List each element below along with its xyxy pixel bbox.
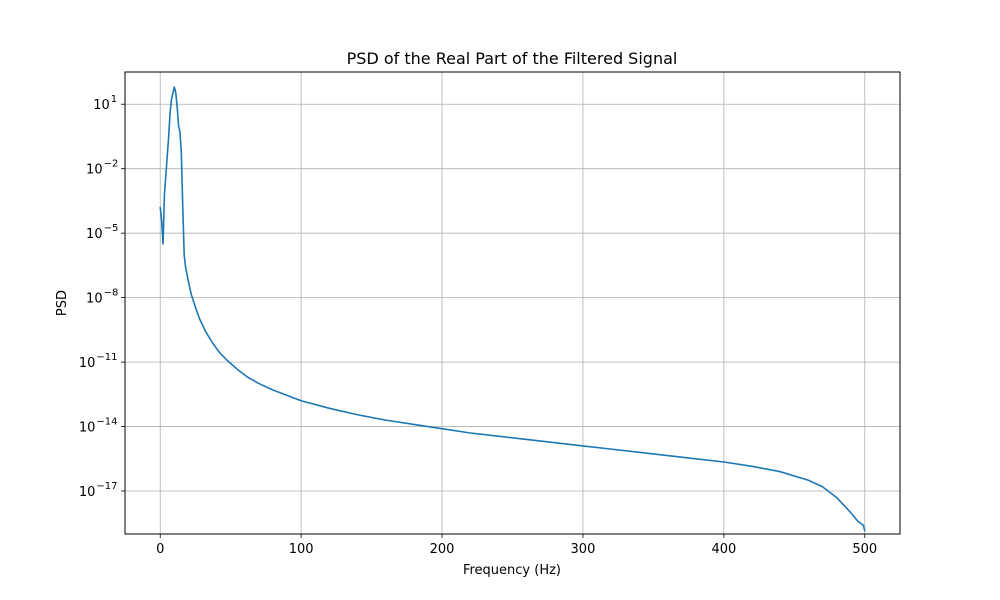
y-tick-exponent: −17 bbox=[96, 481, 117, 492]
chart-title: PSD of the Real Part of the Filtered Sig… bbox=[347, 49, 678, 68]
psd-series-line bbox=[159, 86, 866, 532]
y-tick-base: 10 bbox=[86, 227, 103, 242]
x-tick-label: 0 bbox=[156, 542, 164, 557]
plot-frame bbox=[124, 71, 901, 535]
y-tick-base: 10 bbox=[86, 163, 103, 178]
y-tick-exponent: 1 bbox=[111, 94, 117, 105]
y-tick-exponent: −2 bbox=[104, 159, 119, 170]
y-tick-exponent: −11 bbox=[96, 352, 117, 363]
grid-layer bbox=[125, 72, 900, 534]
y-tick-label: 10 −11 bbox=[79, 352, 118, 371]
y-tick-label: 10 −5 bbox=[86, 223, 118, 242]
x-tick-label: 200 bbox=[430, 542, 455, 557]
y-tick-label: 10 −2 bbox=[86, 159, 118, 178]
y-tick-base: 10 bbox=[79, 356, 96, 371]
y-tick-exponent: −5 bbox=[104, 223, 119, 234]
x-tick-label: 400 bbox=[711, 542, 736, 557]
x-tick-label: 500 bbox=[852, 542, 877, 557]
y-tick-exponent: −14 bbox=[96, 417, 117, 428]
y-axis-title: PSD bbox=[55, 290, 70, 316]
data-layer bbox=[159, 86, 866, 532]
x-tick-label: 100 bbox=[289, 542, 314, 557]
y-tick-exponent: −8 bbox=[104, 288, 119, 299]
x-axis-title: Frequency (Hz) bbox=[463, 563, 561, 578]
y-tick-label: 10 1 bbox=[93, 94, 117, 113]
y-tick-base: 10 bbox=[79, 485, 96, 500]
y-tick-label: 10 −14 bbox=[79, 417, 118, 436]
y-tick-label: 10 −8 bbox=[86, 288, 118, 307]
y-tick-base: 10 bbox=[93, 98, 110, 113]
y-tick-base: 10 bbox=[79, 421, 96, 436]
y-tick-base: 10 bbox=[86, 292, 103, 307]
y-tick-label: 10 −17 bbox=[79, 481, 118, 500]
x-tick-label: 300 bbox=[571, 542, 596, 557]
